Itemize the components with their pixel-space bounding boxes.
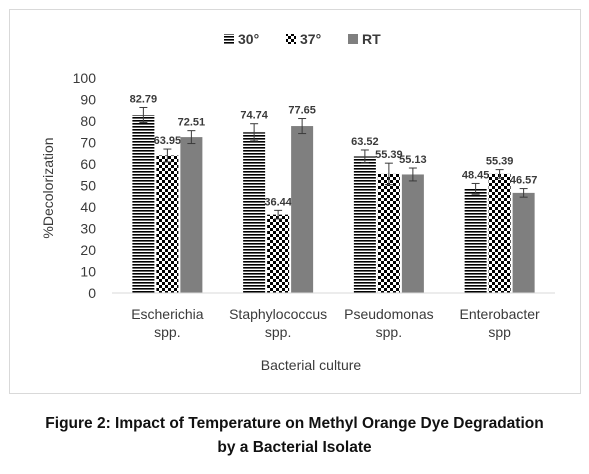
data-label: 74.74 bbox=[240, 110, 268, 122]
data-label: 36.44 bbox=[264, 196, 292, 208]
data-label: 48.45 bbox=[462, 169, 490, 181]
y-tick-label: 60 bbox=[80, 156, 96, 172]
legend-swatch bbox=[348, 34, 358, 44]
y-axis: 0 10 20 30 40 50 60 70 80 90 100 bbox=[73, 70, 97, 301]
bar bbox=[132, 115, 155, 294]
legend: 30° 37° RT bbox=[224, 31, 381, 47]
legend-swatch bbox=[286, 34, 296, 44]
data-label: 55.39 bbox=[486, 156, 514, 168]
data-label: 72.51 bbox=[178, 117, 206, 129]
bar bbox=[291, 126, 314, 294]
y-axis-title: %Decolorization bbox=[40, 137, 56, 238]
data-label: 77.65 bbox=[288, 105, 316, 117]
y-tick-label: 80 bbox=[80, 113, 96, 129]
caption-line-2: by a Bacterial Isolate bbox=[217, 439, 372, 456]
data-label: 82.79 bbox=[130, 93, 158, 105]
data-label: 63.95 bbox=[154, 135, 182, 147]
y-tick-label: 10 bbox=[80, 264, 96, 280]
bar bbox=[180, 137, 203, 293]
bar-chart: 30° 37° RT 0 10 20 30 40 50 60 70 80 90 100 82.79 63.… bbox=[40, 31, 555, 373]
y-tick-label: 100 bbox=[73, 70, 97, 86]
caption-line-1: Figure 2: Impact of Temperature on Methy… bbox=[45, 415, 544, 432]
bar bbox=[243, 132, 266, 293]
legend-swatch bbox=[224, 34, 234, 44]
figure-caption: Figure 2: Impact of Temperature on Methy… bbox=[0, 412, 589, 460]
data-label: 63.52 bbox=[351, 136, 379, 148]
bar bbox=[488, 173, 511, 293]
y-tick-label: 90 bbox=[80, 92, 96, 108]
y-tick-label: 40 bbox=[80, 199, 96, 215]
legend-label: 30° bbox=[238, 31, 259, 47]
y-tick-label: 0 bbox=[88, 285, 96, 301]
x-tick-label: Pseudomonas spp. bbox=[344, 306, 434, 340]
y-tick-label: 30 bbox=[80, 221, 96, 237]
y-tick-label: 20 bbox=[80, 242, 96, 258]
x-tick-label: Staphylococcus spp. bbox=[229, 306, 327, 340]
legend-label: 37° bbox=[300, 31, 321, 47]
y-tick-label: 70 bbox=[80, 135, 96, 151]
legend-label: RT bbox=[362, 31, 381, 47]
bar bbox=[512, 192, 535, 293]
x-axis-title: Bacterial culture bbox=[261, 357, 362, 373]
bar bbox=[377, 173, 400, 293]
data-label: 55.13 bbox=[399, 154, 427, 166]
x-tick-label: Escherichia spp. bbox=[131, 306, 204, 340]
bar bbox=[267, 214, 290, 293]
data-label: 55.39 bbox=[375, 149, 403, 161]
bars: 82.7963.9572.5174.7436.4477.6563.5255.39… bbox=[130, 93, 538, 294]
data-label: 46.57 bbox=[510, 175, 538, 187]
bar bbox=[464, 188, 487, 293]
bar bbox=[353, 156, 376, 293]
bar bbox=[401, 174, 424, 293]
bar bbox=[156, 155, 179, 293]
x-tick-label: Enterobacter spp bbox=[460, 306, 540, 340]
x-axis: Escherichia spp. Staphylococcus spp. Pseudom… bbox=[112, 292, 555, 340]
y-tick-label: 50 bbox=[80, 178, 96, 194]
